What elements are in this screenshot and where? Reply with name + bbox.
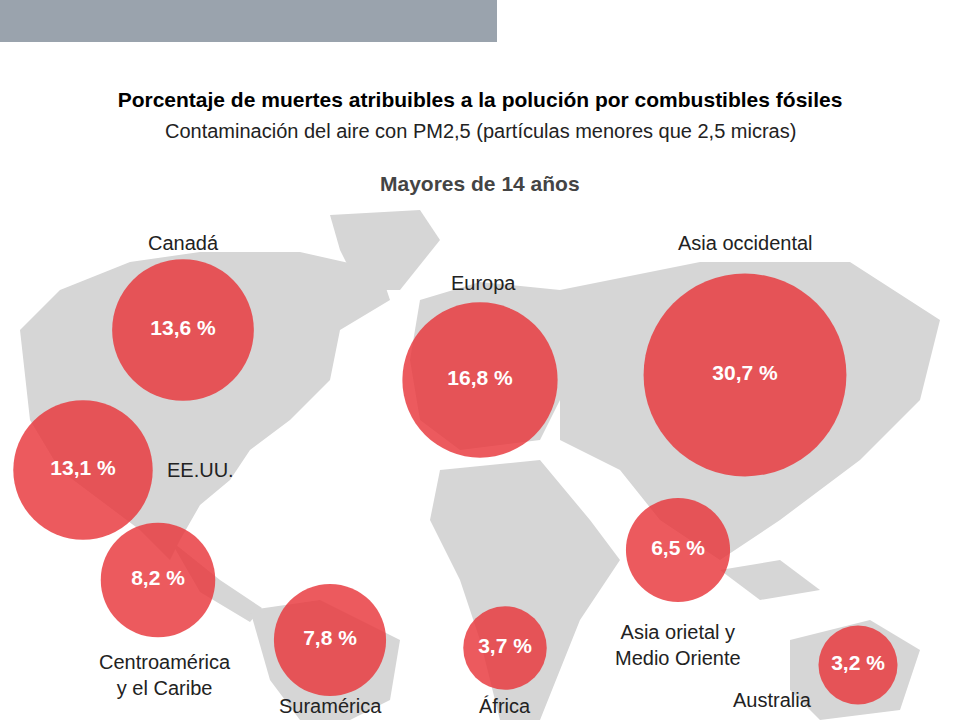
svg-text:16,8 %: 16,8 %	[447, 366, 513, 389]
svg-text:3,7 %: 3,7 %	[478, 634, 532, 657]
svg-text:7,8 %: 7,8 %	[303, 626, 357, 649]
svg-text:Mayores de 14 años: Mayores de 14 años	[380, 172, 580, 195]
svg-text:8,2 %: 8,2 %	[131, 566, 185, 589]
svg-text:Centroaméricay el Caribe: Centroaméricay el Caribe	[99, 651, 231, 699]
svg-text:Suramérica: Suramérica	[279, 695, 382, 717]
svg-text:Contaminación del aire con PM2: Contaminación del aire con PM2,5 (partíc…	[165, 120, 796, 142]
svg-text:Porcentaje de muertes atribuib: Porcentaje de muertes atribuibles a la p…	[118, 88, 843, 111]
svg-text:13,1 %: 13,1 %	[50, 456, 116, 479]
svg-text:Asia occidental: Asia occidental	[678, 232, 813, 254]
svg-text:EE.UU.: EE.UU.	[167, 459, 234, 481]
svg-text:África: África	[479, 695, 531, 717]
svg-text:Canadá: Canadá	[148, 232, 219, 254]
svg-text:30,7 %: 30,7 %	[712, 361, 778, 384]
svg-text:Asia orietal yMedio Oriente: Asia orietal yMedio Oriente	[615, 621, 741, 669]
svg-text:Europa: Europa	[451, 272, 516, 294]
svg-text:3,2 %: 3,2 %	[831, 651, 885, 674]
svg-text:13,6 %: 13,6 %	[150, 316, 216, 339]
svg-text:Australia: Australia	[733, 689, 812, 711]
svg-text:6,5 %: 6,5 %	[651, 536, 705, 559]
